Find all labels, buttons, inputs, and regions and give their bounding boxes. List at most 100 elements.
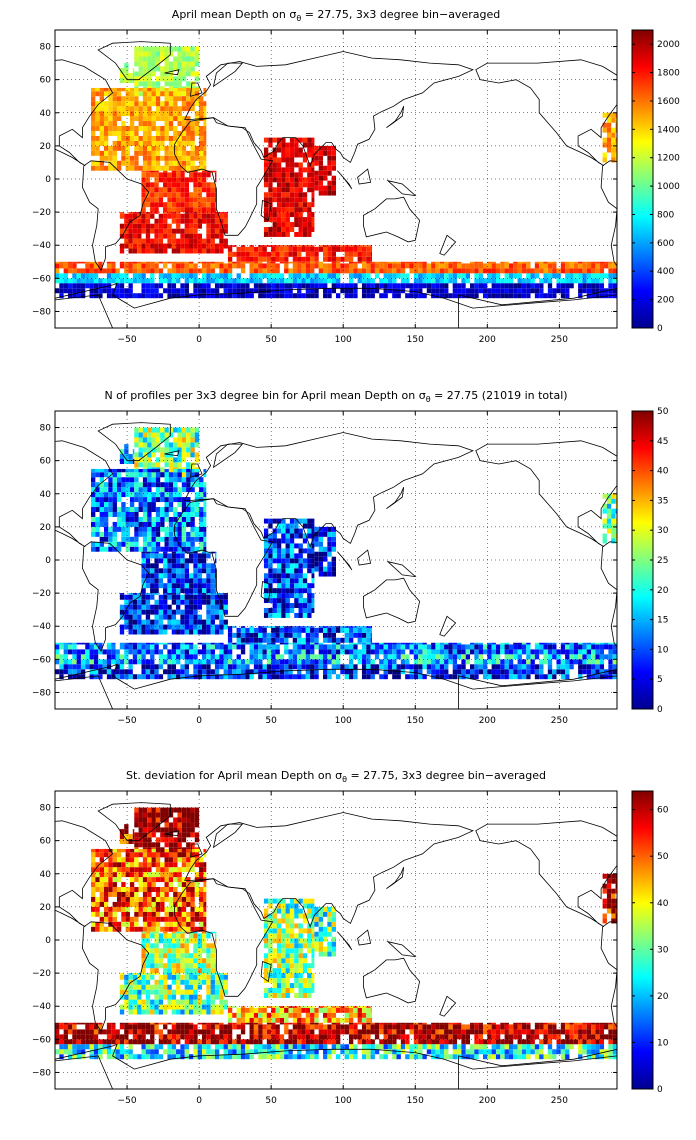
bin-cell: [268, 182, 273, 188]
bin-cell: [302, 167, 308, 173]
bin-cell: [154, 588, 159, 594]
bin-cell: [565, 674, 570, 680]
bin-cell: [89, 669, 94, 675]
bin-cell: [323, 246, 328, 252]
bin-cell: [281, 563, 286, 569]
bin-cell: [129, 101, 135, 107]
bin-cell: [167, 187, 172, 193]
bin-cell: [108, 502, 113, 508]
bin-cell: [357, 642, 362, 645]
bin-cell: [190, 101, 195, 107]
bin-cell: [193, 664, 198, 670]
bin-cell: [145, 594, 151, 600]
bin-cell: [138, 140, 143, 146]
bin-cell: [137, 614, 142, 620]
bin-cell: [314, 185, 319, 191]
bin-cell: [253, 288, 259, 294]
bin-cell: [155, 427, 161, 433]
bin-cell: [314, 283, 319, 289]
bin-cell: [266, 654, 272, 660]
bin-cell: [569, 659, 574, 665]
bin-cell: [171, 588, 177, 594]
bin-cell: [272, 222, 277, 228]
bin-cell: [210, 594, 215, 600]
bin-cell: [203, 165, 207, 171]
bin-cell: [106, 654, 112, 660]
bin-cell: [59, 674, 64, 680]
bin-cell: [108, 526, 113, 532]
bin-cell: [504, 268, 509, 274]
bin-cell: [482, 649, 488, 655]
bin-cell: [186, 87, 191, 92]
bin-cell: [171, 609, 177, 615]
bin-cell: [223, 243, 228, 249]
bin-cell: [307, 172, 312, 178]
bin-cell: [210, 268, 215, 274]
bin-cell: [285, 172, 290, 178]
bin-cell: [173, 111, 178, 117]
bin-cell: [418, 659, 423, 665]
bin-cell: [310, 256, 315, 262]
coastline: [475, 59, 617, 167]
bin-cell: [565, 642, 570, 645]
bin-cell: [276, 217, 282, 223]
bin-cell: [285, 583, 290, 589]
y-tick-label: −40: [32, 622, 51, 632]
bin-cell: [67, 263, 73, 269]
bin-cell: [129, 135, 135, 141]
bin-cell: [141, 248, 146, 254]
bin-cell: [444, 669, 449, 675]
bin-cell: [134, 492, 139, 498]
bin-cell: [181, 427, 187, 433]
bin-cell: [197, 568, 202, 574]
bin-cell: [305, 256, 311, 262]
bin-cell: [132, 213, 138, 219]
bin-cell: [292, 637, 298, 643]
bin-cell: [189, 268, 194, 274]
bin-cell: [190, 536, 195, 542]
bin-cell: [181, 472, 187, 478]
bin-cell: [190, 46, 195, 52]
bin-cell: [307, 543, 312, 549]
bin-cell: [418, 261, 423, 264]
bin-cell: [171, 278, 177, 284]
bin-cell: [310, 642, 315, 645]
bin-cell: [400, 644, 406, 650]
bin-cell: [121, 862, 126, 868]
bin-cell: [116, 887, 122, 892]
bin-cell: [151, 516, 156, 522]
bin-cell: [112, 511, 117, 517]
bin-cell: [164, 160, 169, 166]
bin-cell: [569, 261, 574, 264]
bin-cell: [197, 629, 202, 635]
bin-cell: [608, 649, 613, 655]
bin-cell: [272, 162, 277, 168]
bin-cell: [310, 288, 315, 294]
bin-cell: [176, 644, 181, 650]
bin-cell: [173, 165, 178, 171]
bin-cell: [582, 263, 587, 269]
bin-cell: [543, 293, 548, 299]
bin-cell: [586, 654, 592, 660]
bin-cell: [534, 642, 540, 645]
bin-cell: [227, 251, 233, 257]
chart-panel-profile-count: N of profiles per 3x3 degree bin for Apr…: [32, 389, 669, 726]
bin-cell: [253, 251, 259, 257]
bin-cell: [606, 498, 612, 504]
bin-cell: [177, 121, 182, 127]
bin-cell: [288, 245, 293, 247]
bin-cell: [314, 150, 319, 156]
bin-cell: [272, 568, 277, 574]
bin-cell: [89, 654, 94, 660]
bin-cell: [210, 588, 215, 594]
bin-cell: [173, 516, 178, 522]
bin-cell: [164, 511, 169, 517]
bin-cell: [121, 160, 126, 166]
bin-cell: [193, 593, 198, 595]
bin-cell: [171, 629, 177, 635]
bin-cell: [119, 261, 125, 264]
bin-cell: [164, 126, 169, 131]
bin-cell: [189, 228, 194, 234]
bin-cell: [392, 644, 397, 650]
bin-cell: [327, 546, 332, 552]
